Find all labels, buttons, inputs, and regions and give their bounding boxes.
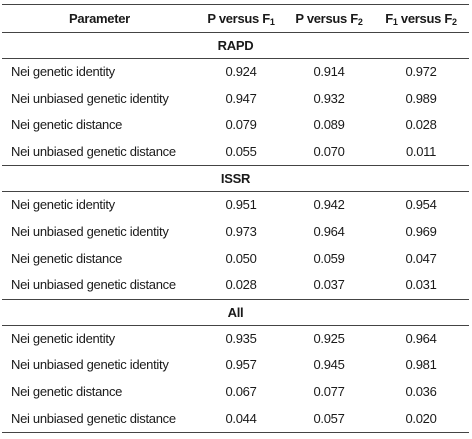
section-title: All — [2, 298, 469, 326]
cell-p-versus-f1: 0.951 — [225, 197, 257, 213]
row-parameter-name: Nei unbiased genetic distance — [11, 277, 176, 293]
header-f1-versus-f2-sub2: 2 — [452, 17, 457, 27]
cell-p-versus-f1: 0.947 — [225, 90, 257, 106]
table-row: Nei genetic distance 0.067 0.077 0.036 — [2, 379, 469, 406]
section-title: ISSR — [2, 165, 469, 193]
cell-f1-versus-f2: 0.989 — [405, 90, 437, 106]
cell-p-versus-f2: 0.077 — [313, 383, 345, 399]
row-parameter-name: Nei genetic identity — [11, 330, 115, 346]
cell-f1-versus-f2: 0.954 — [405, 197, 437, 213]
row-parameter-name: Nei unbiased genetic distance — [11, 143, 176, 159]
row-parameter-name: Nei genetic distance — [11, 250, 123, 266]
genetic-parameters-table: Parameter P versus F1 P versus F2 F1 ver… — [2, 4, 469, 434]
section-header-issr: ISSR — [2, 165, 469, 193]
header-p-versus-f2-text: P versus F — [295, 11, 358, 26]
cell-p-versus-f2: 0.059 — [313, 250, 345, 266]
header-p-versus-f2-sub: 2 — [357, 17, 363, 27]
header-f1-versus-f2-sub1: 1 — [392, 17, 398, 27]
cell-p-versus-f2: 0.942 — [313, 197, 345, 213]
table-row: Nei unbiased genetic identity 0.947 0.93… — [2, 86, 469, 113]
table-row: Nei genetic identity 0.935 0.925 0.964 — [2, 325, 469, 352]
cell-p-versus-f2: 0.945 — [313, 357, 345, 373]
cell-p-versus-f1: 0.957 — [225, 357, 257, 373]
table-row: Nei unbiased genetic distance 0.055 0.07… — [2, 139, 469, 166]
table-row: Nei genetic distance 0.079 0.089 0.028 — [2, 112, 469, 139]
cell-p-versus-f1: 0.079 — [225, 117, 257, 133]
header-p-versus-f1-sub: 1 — [269, 17, 275, 27]
header-f1-versus-f2-mid: versus F — [397, 11, 453, 26]
section-title: RAPD — [2, 32, 469, 59]
row-parameter-name: Nei unbiased genetic identity — [11, 223, 169, 239]
row-parameter-name: Nei genetic identity — [11, 64, 115, 79]
row-parameter-name: Nei genetic identity — [11, 197, 115, 213]
table-row: Nei genetic identity 0.924 0.914 0.972 — [2, 59, 469, 86]
cell-p-versus-f2: 0.089 — [313, 117, 345, 133]
cell-p-versus-f2: 0.057 — [285, 405, 373, 434]
cell-p-versus-f2: 0.914 — [313, 64, 345, 79]
header-p-versus-f2: P versus F2 — [285, 4, 373, 33]
cell-f1-versus-f2: 0.972 — [405, 64, 437, 79]
cell-f1-versus-f2: 0.011 — [405, 143, 437, 159]
cell-p-versus-f2: 0.932 — [313, 90, 345, 106]
section-header-rapd: RAPD — [2, 32, 469, 59]
cell-p-versus-f2: 0.037 — [313, 277, 345, 293]
table-row: Nei unbiased genetic distance 0.028 0.03… — [2, 272, 469, 299]
cell-f1-versus-f2: 0.047 — [405, 250, 437, 266]
cell-p-versus-f1: 0.044 — [197, 405, 285, 434]
cell-p-versus-f1: 0.050 — [225, 250, 257, 266]
header-f1-versus-f2-prefix: F — [385, 11, 393, 26]
row-parameter-name: Nei unbiased genetic distance — [2, 405, 197, 434]
table-row: Nei unbiased genetic distance 0.044 0.05… — [2, 405, 469, 434]
table-row: Nei unbiased genetic identity 0.957 0.94… — [2, 352, 469, 379]
cell-f1-versus-f2: 0.031 — [405, 277, 437, 293]
cell-p-versus-f1: 0.055 — [225, 143, 257, 159]
cell-f1-versus-f2: 0.020 — [373, 405, 469, 434]
cell-p-versus-f1: 0.924 — [225, 64, 257, 79]
table-header-row: Parameter P versus F1 P versus F2 F1 ver… — [2, 4, 469, 33]
cell-p-versus-f1: 0.935 — [225, 330, 257, 346]
cell-p-versus-f1: 0.028 — [225, 277, 257, 293]
cell-p-versus-f2: 0.925 — [313, 330, 345, 346]
cell-f1-versus-f2: 0.964 — [405, 330, 437, 346]
row-parameter-name: Nei unbiased genetic identity — [11, 357, 169, 373]
table-row: Nei genetic identity 0.951 0.942 0.954 — [2, 192, 469, 219]
table-row: Nei genetic distance 0.050 0.059 0.047 — [2, 246, 469, 273]
header-parameter: Parameter — [2, 4, 197, 33]
cell-p-versus-f2: 0.070 — [313, 143, 345, 159]
row-parameter-name: Nei unbiased genetic identity — [11, 90, 169, 106]
cell-p-versus-f2: 0.964 — [313, 223, 345, 239]
row-parameter-name: Nei genetic distance — [11, 117, 123, 133]
cell-f1-versus-f2: 0.981 — [405, 357, 437, 373]
cell-p-versus-f1: 0.067 — [225, 383, 257, 399]
cell-f1-versus-f2: 0.028 — [405, 117, 437, 133]
header-f1-versus-f2: F1 versus F2 — [373, 4, 469, 33]
cell-f1-versus-f2: 0.036 — [405, 383, 437, 399]
cell-f1-versus-f2: 0.969 — [405, 223, 437, 239]
cell-p-versus-f1: 0.973 — [225, 223, 257, 239]
section-header-all: All — [2, 298, 469, 326]
row-parameter-name: Nei genetic distance — [11, 383, 123, 399]
table-row: Nei unbiased genetic identity 0.973 0.96… — [2, 219, 469, 246]
header-p-versus-f1-text: P versus F — [207, 11, 270, 26]
table-body: RAPD Nei genetic identity 0.924 0.914 0.… — [2, 32, 469, 434]
header-p-versus-f1: P versus F1 — [197, 4, 285, 33]
